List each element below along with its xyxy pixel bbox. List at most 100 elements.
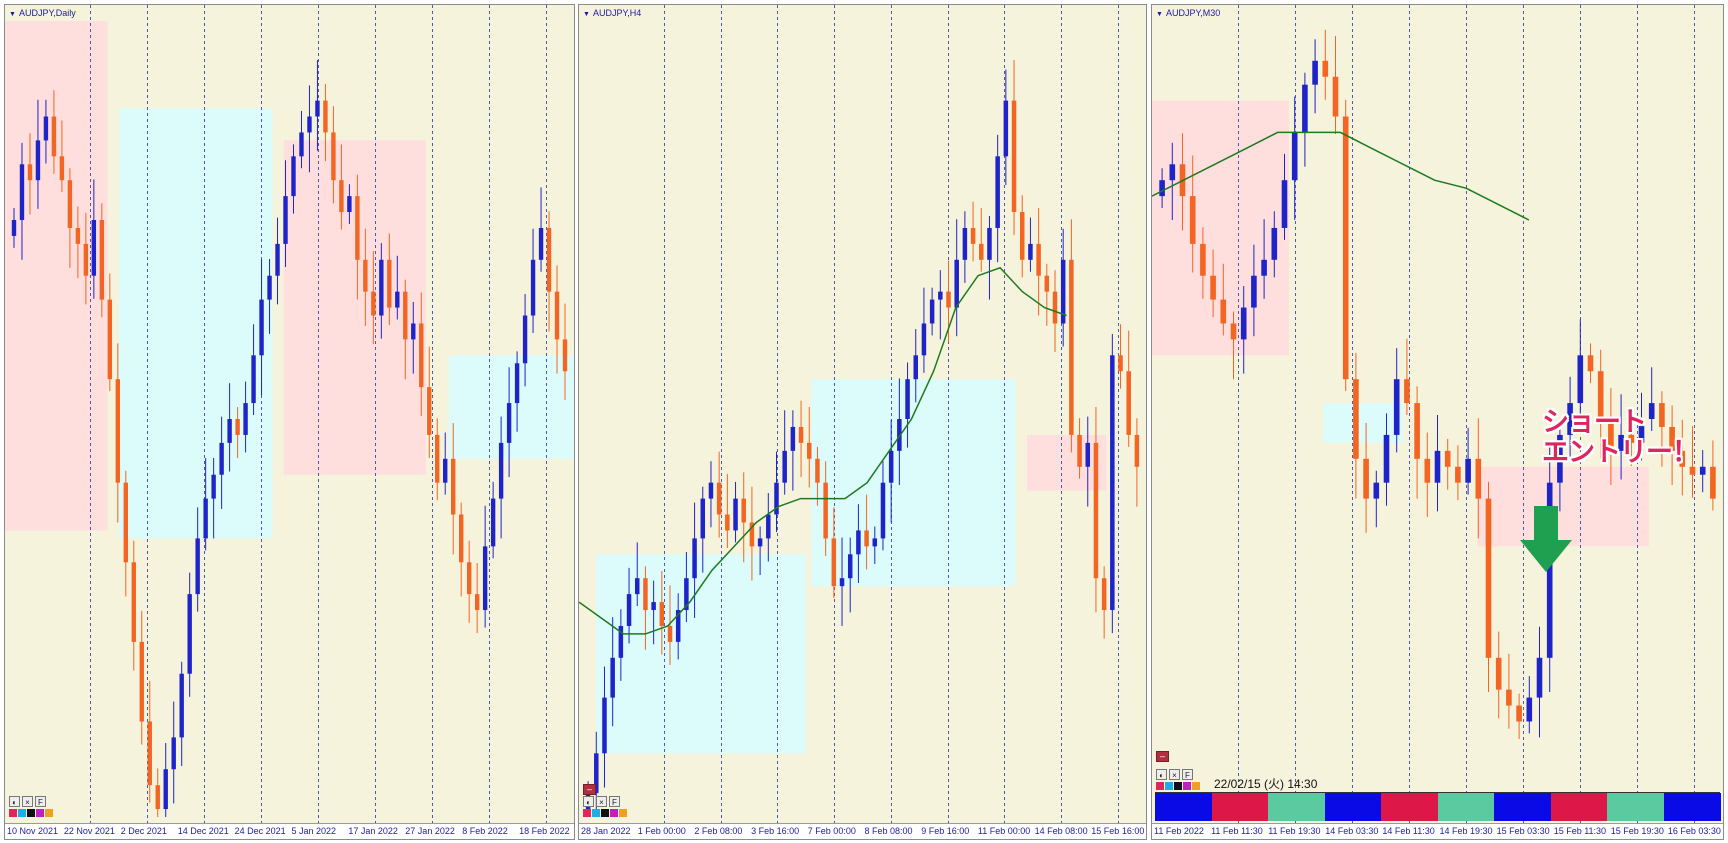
bear-candle (1200, 243, 1206, 276)
color-swatch-icon[interactable] (1183, 782, 1191, 790)
color-swatch-icon[interactable] (1174, 782, 1182, 790)
bull-candle (411, 323, 416, 340)
color-swatch-icon[interactable] (610, 809, 618, 817)
brush-icon[interactable]: ◐ (583, 796, 594, 807)
bull-candle (872, 538, 878, 547)
color-swatch-icon[interactable] (18, 809, 26, 817)
color-swatch-icon[interactable] (592, 809, 600, 817)
cyan-zone (118, 108, 273, 539)
color-swatch-icon[interactable] (27, 809, 35, 817)
bear-candle (427, 387, 432, 435)
bear-candle (1019, 212, 1025, 260)
bull-candle (757, 538, 763, 547)
bear-candle (970, 227, 976, 244)
color-swatch-icon[interactable] (1192, 782, 1200, 790)
bull-candle (634, 578, 640, 595)
bull-candle (1261, 259, 1267, 276)
session-segment (1381, 793, 1439, 821)
bull-candle (651, 602, 656, 611)
chart-panel-m30[interactable]: ▼ AUDJPY,M30 – ◐ × F 11 Feb 2022 11 Feb 11… (1151, 4, 1724, 840)
bear-candle (1069, 259, 1074, 435)
brush-icon[interactable]: ◐ (9, 796, 20, 807)
bear-candle (643, 578, 648, 611)
bear-candle (798, 426, 804, 443)
color-swatch-icon[interactable] (1156, 782, 1164, 790)
bull-candle (347, 196, 352, 213)
x-tick-label: 5 Jan 2022 (291, 826, 337, 836)
bear-candle (419, 323, 424, 388)
bear-candle (1077, 434, 1082, 467)
color-swatch-icon[interactable] (9, 809, 17, 817)
chart-tools: ◐ × F (1156, 769, 1200, 793)
minimize-button[interactable]: – (1156, 751, 1169, 762)
bear-candle (75, 227, 81, 244)
bull-candle (482, 546, 488, 611)
color-swatch-icon[interactable] (619, 809, 627, 817)
bear-candle (131, 562, 136, 642)
session-segment (1211, 793, 1269, 821)
bear-candle (59, 156, 65, 181)
x-tick-label: 2 Feb 08:00 (694, 826, 743, 836)
x-tick-label: 16 Feb 03:30 (1667, 826, 1721, 836)
chart-panel-daily[interactable]: ▼ AUDJPY,Daily ◐ × F 10 Nov 2021 22 Nov 20… (4, 4, 575, 840)
pink-zone (1026, 434, 1107, 491)
f-tool-button[interactable]: F (35, 796, 46, 807)
bear-candle (946, 291, 951, 308)
bear-candle (1011, 100, 1017, 213)
collapse-triangle-icon[interactable]: ▼ (1156, 11, 1163, 18)
time-axis: 10 Nov 2021 22 Nov 2021 2 Dec 2021 14 Dec 2… (5, 823, 574, 839)
collapse-triangle-icon[interactable]: ▼ (9, 11, 16, 18)
price-plot-m30[interactable] (1152, 5, 1724, 840)
cyan-zone (448, 355, 574, 459)
session-segment (1494, 793, 1552, 821)
bear-candle (474, 594, 480, 611)
bull-candle (1618, 434, 1624, 451)
session-segment (1268, 793, 1326, 821)
bear-candle (99, 220, 105, 300)
bull-candle (962, 227, 968, 260)
bull-candle (267, 275, 272, 300)
brush-icon[interactable]: ◐ (1156, 769, 1167, 780)
bull-candle (91, 220, 97, 276)
collapse-triangle-icon[interactable]: ▼ (583, 11, 590, 18)
minimize-button[interactable]: – (583, 784, 596, 795)
bull-candle (307, 116, 312, 133)
price-plot-h4[interactable] (579, 5, 1147, 840)
bull-candle (1028, 243, 1033, 260)
bear-candle (716, 482, 722, 515)
color-swatch-icon[interactable] (1165, 782, 1173, 790)
bear-candle (458, 514, 464, 563)
bear-candle (107, 299, 113, 380)
bull-candle (530, 259, 536, 316)
close-tool-button[interactable]: × (596, 796, 607, 807)
f-tool-button[interactable]: F (609, 796, 620, 807)
color-swatch-icon[interactable] (36, 809, 44, 817)
x-tick-label: 10 Nov 2021 (7, 826, 59, 836)
bull-candle (19, 164, 25, 220)
chart-title: ▼ AUDJPY,Daily (9, 8, 76, 18)
bear-candle (123, 482, 128, 563)
bull-candle (1281, 180, 1288, 228)
bear-candle (1363, 458, 1369, 499)
color-swatch-icon[interactable] (583, 809, 591, 817)
chart-panel-h4[interactable]: ▼ AUDJPY,H4 – ◐ × F 28 Jan 2022 1 Feb 00:0… (578, 4, 1147, 840)
bull-candle (538, 227, 544, 260)
bear-candle (659, 602, 665, 626)
bear-candle (1101, 578, 1107, 611)
f-tool-button[interactable]: F (1182, 769, 1193, 780)
bull-candle (1312, 60, 1318, 85)
bear-candle (371, 291, 376, 316)
bull-candle (790, 426, 796, 451)
bear-candle (331, 132, 336, 181)
x-tick-label: 15 Feb 16:00 (1091, 826, 1145, 836)
bear-candle (823, 482, 828, 539)
annotation-line-1: ショート (1542, 407, 1647, 438)
x-tick-label: 11 Feb 00:00 (977, 826, 1031, 836)
bull-candle (594, 753, 599, 794)
bull-candle (1699, 466, 1706, 475)
color-swatch-icon[interactable] (601, 809, 609, 817)
color-swatch-icon[interactable] (45, 809, 53, 817)
close-tool-button[interactable]: × (22, 796, 33, 807)
price-plot-daily[interactable] (5, 5, 575, 840)
close-tool-button[interactable]: × (1169, 769, 1180, 780)
